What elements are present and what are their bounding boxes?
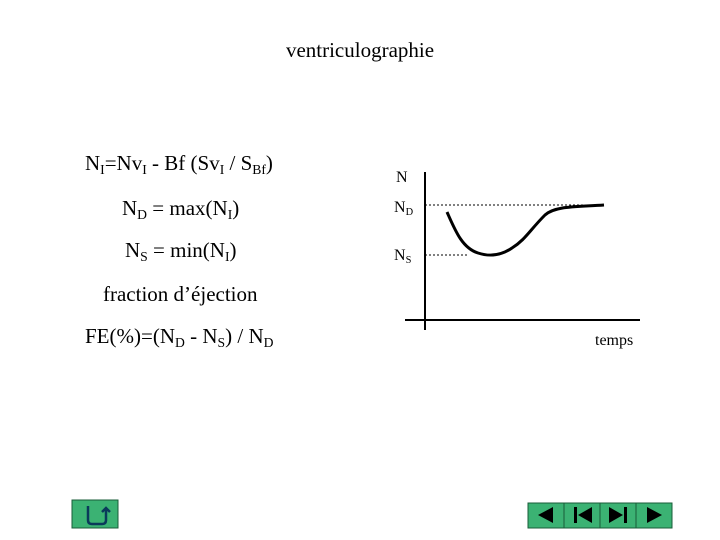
subscript: D	[137, 207, 148, 223]
text-part: N	[394, 199, 406, 216]
nav-last-button[interactable]	[599, 502, 637, 529]
level-label: NS	[394, 247, 412, 267]
text-part: N	[85, 151, 101, 175]
subscript: S	[217, 335, 226, 351]
y-axis-label: N	[396, 170, 408, 186]
subscript: I	[142, 162, 147, 178]
subscript: D	[175, 335, 185, 351]
text-part: )	[232, 196, 240, 220]
nav-next-button[interactable]	[635, 502, 673, 529]
text-part: )	[229, 238, 237, 262]
text-part: FE(%)=(N	[85, 324, 175, 348]
slide-title: ventriculographie	[285, 38, 435, 62]
text-part: =Nv	[104, 151, 143, 175]
text-part: N	[125, 238, 141, 262]
level-label: ND	[394, 199, 414, 219]
subscript: Bf	[252, 162, 266, 178]
subscript: S	[405, 255, 412, 267]
x-axis-label: temps	[595, 333, 633, 349]
formula: NS = min(NI)	[125, 238, 237, 265]
nav-first-button[interactable]	[563, 502, 601, 529]
text-part: N	[394, 247, 406, 264]
text-part: - N	[184, 324, 218, 348]
subscript: D	[405, 207, 414, 219]
text-part: temps	[595, 332, 634, 349]
text-part: N	[396, 169, 408, 186]
text-part: - Bf (Sv	[146, 151, 220, 175]
formula: FE(%)=(ND - NS) / ND	[85, 324, 274, 351]
formula: NI=NvI - Bf (SvI / SBf)	[85, 151, 273, 178]
text-part: )	[265, 151, 273, 175]
subscript: S	[140, 249, 148, 265]
subscript: I	[219, 162, 225, 178]
formula: ND = max(NI)	[122, 196, 240, 223]
text-part: = max(N	[147, 196, 228, 220]
volume-curve	[445, 203, 605, 257]
nav-back-button[interactable]	[71, 499, 119, 529]
subscript: D	[263, 335, 274, 351]
text-part: ) / N	[225, 324, 264, 348]
subscript: I	[224, 249, 230, 265]
formula: fraction d’éjection	[103, 284, 258, 305]
subscript: I	[227, 207, 233, 223]
nav-previous-button[interactable]	[527, 502, 565, 529]
subscript: I	[100, 162, 105, 178]
text-part: N	[122, 196, 138, 220]
text-part: / S	[224, 151, 253, 175]
text-part: = min(N	[147, 238, 225, 262]
text-part: fraction d’éjection	[103, 282, 258, 306]
